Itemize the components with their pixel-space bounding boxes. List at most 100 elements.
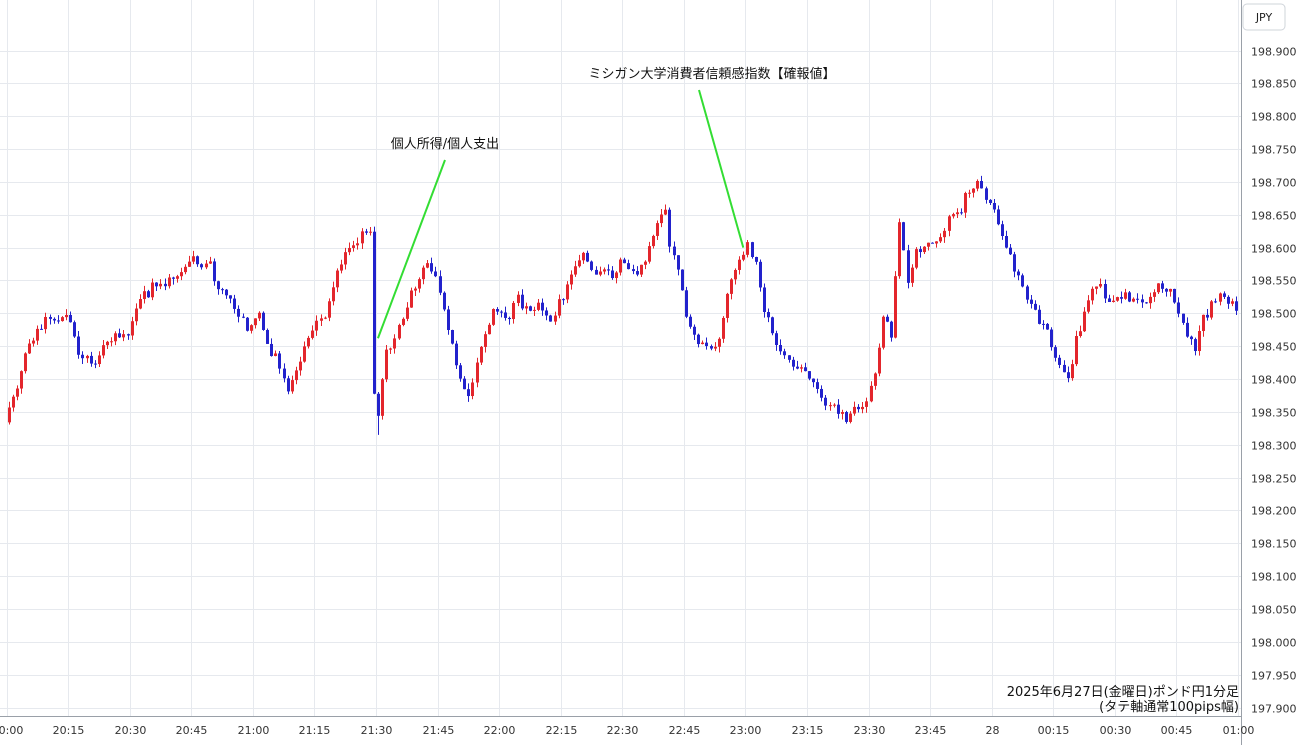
candle — [759, 259, 762, 292]
candle-body — [278, 353, 281, 369]
candle — [792, 356, 795, 371]
candle — [1136, 293, 1139, 304]
candle-body — [545, 310, 548, 316]
candle-body — [792, 359, 795, 367]
candle-body — [644, 261, 647, 265]
x-tick-label: 00:30 — [1100, 724, 1132, 737]
candle-body — [1198, 331, 1201, 352]
candle-body — [57, 320, 60, 322]
price-axis[interactable]: 197.900 197.950 198.000 198.050 198.100 198.1… — [1251, 46, 1297, 716]
candle — [200, 263, 203, 270]
candle — [1235, 296, 1238, 316]
candle-body — [16, 388, 19, 397]
candle-body — [406, 307, 409, 319]
candle — [12, 394, 15, 412]
candle — [1132, 297, 1135, 303]
candle-body — [168, 277, 171, 287]
candle — [1161, 280, 1164, 293]
candle — [98, 351, 101, 367]
candle — [837, 399, 840, 419]
candle — [1186, 317, 1189, 338]
candle-body — [1026, 286, 1029, 300]
candle-body — [570, 274, 573, 285]
candle-body — [1153, 292, 1156, 297]
candle — [389, 347, 392, 354]
candle — [434, 266, 437, 278]
candle-body — [627, 263, 630, 270]
candle-body — [233, 298, 236, 309]
candle — [919, 246, 922, 258]
candle-body — [1120, 297, 1123, 299]
candle-body — [299, 361, 302, 371]
candle-body — [705, 342, 708, 347]
candle — [517, 291, 520, 307]
x-tick-label: 23:15 — [792, 724, 824, 737]
y-tick-label: 198.250 — [1251, 473, 1297, 486]
candle — [233, 294, 236, 314]
candle-body — [701, 342, 704, 345]
candle-body — [295, 370, 298, 381]
candle-body — [131, 321, 134, 336]
y-tick-label: 198.550 — [1251, 275, 1297, 288]
candle — [1087, 295, 1090, 314]
x-tick-label: 00:45 — [1161, 724, 1193, 737]
candle-body — [467, 389, 470, 397]
candle-body — [668, 209, 671, 247]
candle — [734, 268, 737, 285]
candle — [496, 307, 499, 315]
candle-body — [586, 252, 589, 262]
candle-body — [1009, 247, 1012, 255]
candle-body — [324, 317, 327, 319]
candle-body — [697, 334, 700, 345]
candle-body — [742, 254, 745, 260]
candle — [81, 351, 84, 365]
candle — [77, 331, 80, 359]
candle-body — [455, 343, 458, 366]
candle — [328, 298, 331, 322]
candle — [127, 333, 130, 340]
candle — [693, 324, 696, 341]
candle-body — [870, 385, 873, 402]
candle-body — [340, 264, 343, 271]
candle — [911, 264, 914, 287]
candle-body — [500, 311, 503, 313]
candle — [1034, 300, 1037, 311]
candle-body — [451, 330, 454, 344]
candle-body — [861, 406, 864, 410]
candle-body — [229, 295, 232, 299]
y-tick-label: 198.650 — [1251, 210, 1297, 223]
candle-body — [1087, 300, 1090, 312]
candle — [952, 212, 955, 219]
candle-body — [525, 306, 528, 309]
candle-body — [361, 231, 364, 244]
candle — [1206, 309, 1209, 321]
candle-body — [1108, 298, 1111, 302]
time-axis[interactable]: 20:00 20:15 20:30 20:45 21:00 21:15 21:30 21:45… — [0, 724, 1254, 737]
candle — [1095, 286, 1098, 295]
candle — [422, 265, 425, 285]
candle — [180, 267, 183, 281]
candle-body — [714, 346, 717, 349]
candle — [1050, 327, 1053, 351]
candle — [484, 331, 487, 353]
candle — [771, 316, 774, 336]
candle-body — [1095, 286, 1098, 289]
candle-body — [763, 287, 766, 313]
candle-body — [730, 279, 733, 294]
candle-body — [857, 406, 860, 410]
candle — [668, 207, 671, 253]
candle-body — [681, 269, 684, 291]
candle-body — [237, 308, 240, 317]
candle — [90, 351, 93, 367]
candle — [192, 250, 195, 265]
candle-body — [1083, 311, 1086, 332]
candle — [1026, 284, 1029, 304]
candle-body — [492, 309, 495, 325]
candle — [86, 354, 89, 363]
candle — [69, 311, 72, 323]
candle-body — [320, 318, 323, 321]
candle-body — [652, 235, 655, 247]
candle — [451, 329, 454, 345]
candle — [311, 325, 314, 340]
candle-body — [611, 270, 614, 279]
